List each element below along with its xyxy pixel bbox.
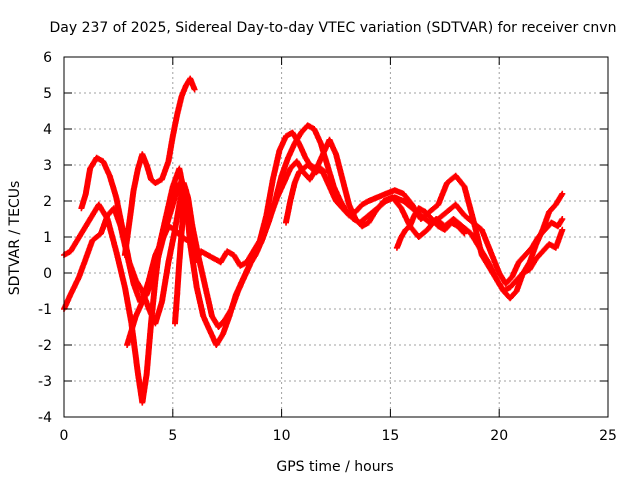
x-tick-label: 20 [490,428,508,444]
ticks: -4 -3 -2 -1 0 1 2 3 4 5 6 0 5 10 15 20 25 [38,50,617,444]
chart-title: Day 237 of 2025, Sidereal Day-to-day VTE… [50,20,617,36]
x-tick-label: 0 [60,428,69,444]
y-tick-label: 4 [43,122,52,138]
series-layer [61,75,566,406]
series-markers [393,205,468,251]
y-tick-label: -3 [38,374,52,390]
series-markers [172,187,189,327]
series-track-3 [78,136,566,330]
series-track-4 [121,75,198,258]
series-track-8 [393,205,468,251]
x-tick-label: 15 [381,428,399,444]
x-axis-label: GPS time / hours [276,459,393,475]
series-markers [78,136,566,330]
y-tick-label: -4 [38,410,52,426]
y-tick-label: 2 [43,194,52,210]
y-tick-label: -1 [38,302,52,318]
y-tick-label: 3 [43,158,52,174]
series-markers [121,75,198,258]
series-markers [283,162,329,226]
y-tick-label: 0 [43,266,52,282]
y-axis-label: SDTVAR / TECUs [7,181,23,296]
x-tick-label: 10 [273,428,291,444]
series-track-6 [172,187,189,327]
x-tick-label: 25 [599,428,617,444]
series-track-7 [283,162,329,226]
x-tick-label: 5 [168,428,177,444]
y-tick-label: 6 [43,50,52,66]
y-tick-label: 5 [43,86,52,102]
y-tick-label: 1 [43,230,52,246]
y-tick-label: -2 [38,338,52,354]
